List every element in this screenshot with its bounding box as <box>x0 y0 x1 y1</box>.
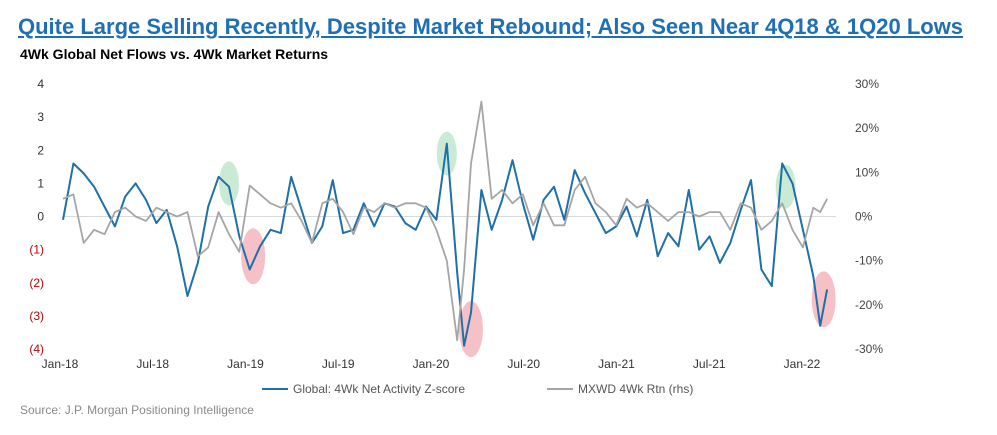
y-left-tick-label: 3 <box>37 110 44 124</box>
y-left-tick-label: (2) <box>29 276 44 290</box>
y-left-tick-label: 2 <box>37 143 44 157</box>
legend-label: Global: 4Wk Net Activity Z-score <box>293 382 465 396</box>
highlight-ellipse-1 <box>241 228 266 285</box>
x-tick-label: Jan-18 <box>42 357 79 371</box>
x-tick-label: Jan-20 <box>413 357 450 371</box>
y-right-tick-label: -20% <box>855 298 883 312</box>
x-tick-label: Jul-19 <box>322 357 355 371</box>
series-line-0 <box>62 142 829 347</box>
legend-label: MXWD 4Wk Rtn (rhs) <box>578 382 693 396</box>
x-tick-label: Jul-18 <box>136 357 169 371</box>
y-left-tick-label: (3) <box>29 309 44 323</box>
x-tick-label: Jan-19 <box>227 357 264 371</box>
highlight-ellipse-0 <box>218 161 239 206</box>
y-right-tick-label: -30% <box>855 342 883 356</box>
y-right-tick-label: 10% <box>855 165 879 179</box>
y-left-tick-label: 0 <box>37 210 44 224</box>
page-title: Quite Large Selling Recently, Despite Ma… <box>18 14 964 39</box>
y-right-tick-label: 20% <box>855 121 879 135</box>
y-right-tick-label: -10% <box>855 254 883 268</box>
x-tick-label: Jan-22 <box>784 357 821 371</box>
series-line-1 <box>62 100 828 342</box>
y-left-tick-label: 4 <box>37 77 44 91</box>
x-tick-label: Jul-20 <box>507 357 540 371</box>
x-tick-label: Jan-21 <box>598 357 635 371</box>
y-left-tick-label: 1 <box>37 176 44 190</box>
highlight-ellipse-5 <box>811 271 836 328</box>
y-left-tick-label: (1) <box>29 243 44 257</box>
x-tick-label: Jul-21 <box>693 357 726 371</box>
y-right-tick-label: 0% <box>855 210 873 224</box>
source-note: Source: J.P. Morgan Positioning Intellig… <box>20 403 254 417</box>
chart-subtitle: 4Wk Global Net Flows vs. 4Wk Market Retu… <box>20 46 329 62</box>
y-left-tick-label: (4) <box>29 342 44 356</box>
y-right-tick-label: 30% <box>855 77 879 91</box>
